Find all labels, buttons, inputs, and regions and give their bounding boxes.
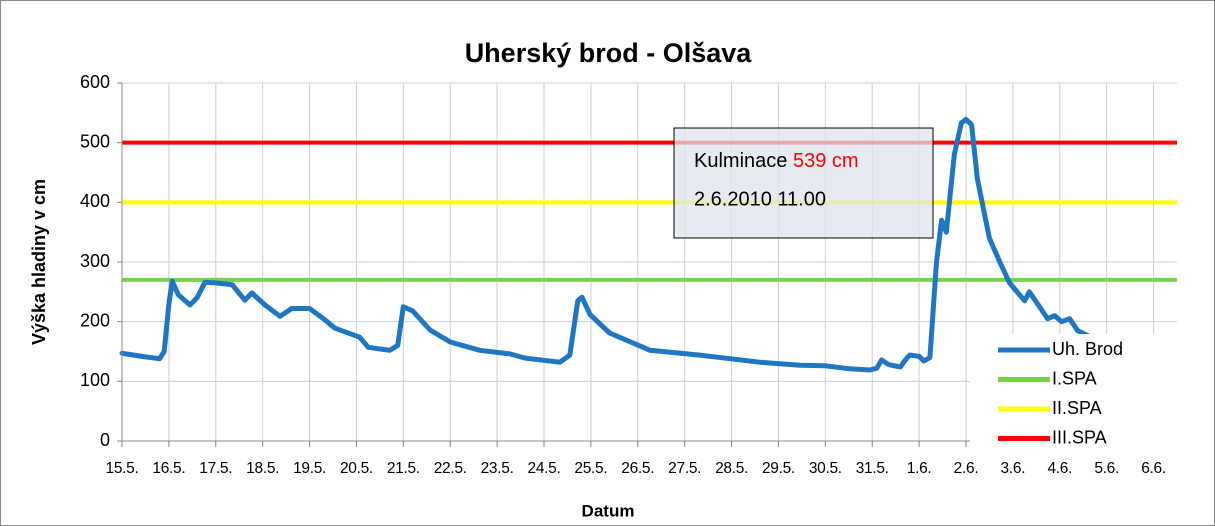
legend-label: II.SPA [1052, 398, 1102, 418]
chart-title: Uherský brod - Olšava [465, 38, 753, 68]
annotation-label: Kulminace [694, 150, 787, 172]
axes: 0 100 200 300 400 500 600 15.5. 16.5. 17.5. 18.5. 1… [80, 72, 1177, 477]
y-tick-label: 0 [100, 430, 110, 450]
x-tick-label: 6.6. [1141, 460, 1166, 477]
x-tick-label: 19.5. [293, 460, 326, 477]
annotation-text: Kulminace 539 cm [694, 150, 859, 172]
y-tick-label: 100 [80, 370, 110, 390]
data-line [119, 116, 1093, 373]
x-tick-label: 30.5. [809, 460, 842, 477]
x-tick-label: 4.6. [1047, 460, 1072, 477]
x-tick-label: 5.6. [1094, 460, 1119, 477]
x-tick-label: 3.6. [1001, 460, 1026, 477]
x-tick-label: 22.5. [434, 460, 467, 477]
legend-label: Uh. Brod [1052, 339, 1123, 359]
plot [119, 116, 1177, 373]
x-tick-label: 16.5. [152, 460, 185, 477]
x-tick-label: 24.5. [528, 460, 561, 477]
annotation-value: 539 cm [793, 150, 859, 172]
x-tick-label: 2.6. [954, 460, 979, 477]
x-tick-label: 17.5. [199, 460, 232, 477]
x-tick-label: 25.5. [574, 460, 607, 477]
x-axis-label: Datum [582, 501, 635, 520]
legend-label: III.SPA [1052, 427, 1107, 447]
x-tick-label: 27.5. [668, 460, 701, 477]
y-tick-label: 500 [80, 131, 110, 151]
x-tick-label: 28.5. [715, 460, 748, 477]
legend-label: I.SPA [1052, 368, 1097, 388]
x-tick-label: 20.5. [340, 460, 373, 477]
x-tick-label: 15.5. [106, 460, 139, 477]
annotation: Kulminace 539 cm 2.6.2010 11.00 [673, 127, 934, 239]
y-tick-label: 300 [80, 251, 110, 271]
y-axis-label: Výška hladiny v cm [29, 179, 49, 345]
x-tick-label: 21.5. [387, 460, 420, 477]
x-tick-label: 18.5. [246, 460, 279, 477]
annotation-box [673, 127, 934, 239]
x-tick-label: 26.5. [621, 460, 654, 477]
x-tick-label: 31.5. [856, 460, 889, 477]
x-tick-label: 1.6. [907, 460, 932, 477]
legend: Uh. Brod I.SPA II.SPA III.SPA [970, 334, 1177, 460]
y-tick-label: 400 [80, 191, 110, 211]
y-tick-label: 200 [80, 310, 110, 330]
x-tick-label: 29.5. [762, 460, 795, 477]
x-tick-label: 23.5. [481, 460, 514, 477]
annotation-date: 2.6.2010 11.00 [694, 188, 826, 210]
y-tick-label: 600 [80, 72, 110, 92]
